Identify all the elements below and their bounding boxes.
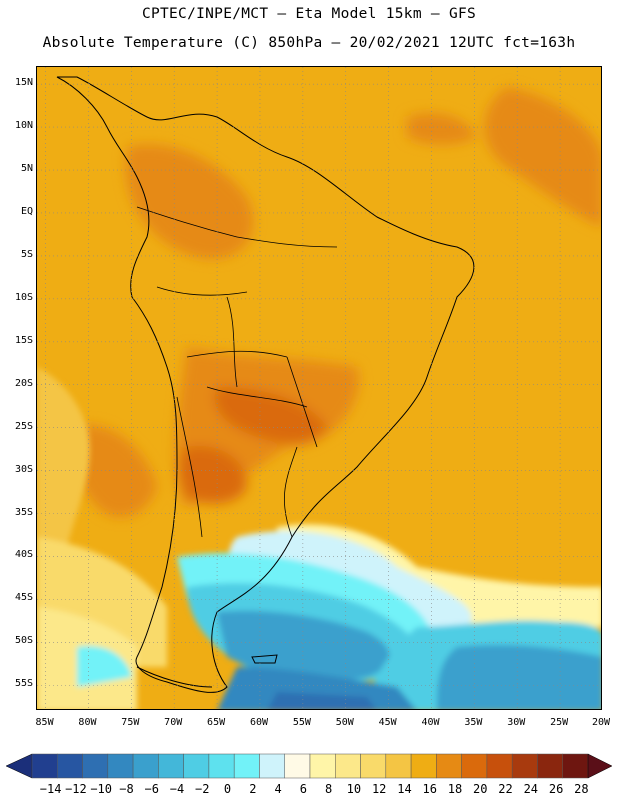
colorbar-swatch	[82, 753, 109, 779]
colorbar-tick-label: 20	[473, 782, 488, 796]
latitude-tick-label: 20S	[14, 377, 33, 389]
colorbar-swatch	[107, 753, 134, 779]
colorbar-tick-label: −12	[65, 782, 87, 796]
temperature-field-shading	[73, 87, 601, 518]
latitude-tick-label: 15S	[14, 334, 33, 346]
colorbar-tick-label: −8	[119, 782, 134, 796]
longitude-tick-label: 40W	[421, 717, 440, 728]
temperature-map	[36, 66, 602, 710]
colorbar-tick-label: 22	[498, 782, 513, 796]
gridlines	[37, 67, 601, 709]
colorbar-tick-label: −4	[169, 782, 185, 796]
colorbar-tick-label: 24	[523, 782, 539, 796]
longitude-tick-label: 80W	[78, 717, 97, 728]
colorbar-swatch	[309, 753, 336, 779]
longitude-tick-label: 75W	[121, 717, 140, 728]
colorbar-swatch	[158, 753, 184, 779]
colorbar-swatch	[511, 753, 538, 779]
colorbar-tick-label: 0	[223, 782, 232, 796]
latitude-tick-label: 30S	[14, 463, 33, 475]
longitude-tick-label: 25W	[550, 717, 569, 728]
colorbar-tick-label: 14	[397, 782, 412, 796]
cold-air-shading	[37, 367, 601, 709]
colorbar-tick-label: 18	[447, 782, 463, 796]
map-canvas	[37, 67, 601, 709]
latitude-tick-label: 50S	[14, 635, 33, 647]
latitude-tick-label: 40S	[14, 549, 33, 561]
colorbar-swatch	[537, 753, 563, 779]
colorbar-swatch	[335, 753, 361, 779]
colorbar-tick-label: 26	[548, 782, 564, 796]
latitude-tick-label: 45S	[14, 592, 33, 604]
longitude-tick-label: 85W	[35, 717, 54, 728]
colorbar-swatch	[183, 753, 210, 779]
latitude-tick-label: 25S	[14, 420, 33, 432]
colorbar-swatch	[486, 753, 513, 779]
latitude-tick-label: 10S	[14, 291, 33, 303]
colorbar-swatch	[132, 753, 159, 779]
colorbar-swatch	[410, 753, 437, 779]
colorbar-swatch	[360, 753, 387, 779]
latitude-tick-label: 10N	[14, 120, 33, 132]
colorbar-swatch	[284, 753, 311, 779]
latitude-tick-label: 15N	[14, 77, 33, 89]
colorbar-swatch	[562, 753, 589, 779]
colorbar-swatch	[385, 753, 412, 779]
latitude-tick-label: EQ	[20, 205, 33, 217]
colorbar-tick-label: 10	[346, 782, 362, 796]
latitude-tick-label: 35S	[14, 506, 33, 518]
longitude-tick-label: 30W	[507, 717, 526, 728]
colorbar-swatch	[57, 753, 83, 779]
longitude-tick-label: 55W	[292, 717, 311, 728]
colorbar-tick-label: −14	[39, 782, 62, 796]
colorbar-tick-label: −10	[90, 782, 113, 796]
colorbar-under-arrow	[5, 753, 33, 779]
colorbar-tick-label: 8	[325, 782, 333, 796]
colorbar-tick-label: 28	[574, 782, 589, 796]
colorbar-tick-label: −2	[195, 782, 210, 796]
colorbar-tick-label: 6	[299, 782, 307, 796]
map-title-line-2: Absolute Temperature (C) 850hPa – 20/02/…	[42, 35, 576, 51]
longitude-tick-label: 50W	[335, 717, 354, 728]
coastlines	[56, 76, 475, 693]
colorbar	[5, 753, 613, 779]
longitude-tick-label: 70W	[164, 717, 183, 728]
colorbar-tick-label: 12	[371, 782, 387, 796]
longitude-tick-label: 35W	[464, 717, 483, 728]
country-borders	[136, 206, 338, 538]
latitude-tick-label: 5N	[20, 163, 33, 175]
colorbar-swatch	[233, 753, 260, 779]
colorbar-swatch	[461, 753, 488, 779]
colorbar-tick-label: 16	[422, 782, 437, 796]
longitude-tick-label: 45W	[378, 717, 397, 728]
colorbar-tick-label: 4	[274, 782, 282, 796]
latitude-tick-label: 5S	[20, 248, 33, 260]
colorbar-over-arrow	[587, 753, 613, 779]
colorbar-swatch	[259, 753, 285, 779]
longitude-tick-label: 20W	[591, 717, 611, 728]
colorbar-swatch	[208, 753, 235, 779]
map-title-line-1: CPTEC/INPE/MCT – Eta Model 15km – GFS	[141, 6, 477, 22]
longitude-tick-label: 60W	[249, 717, 268, 728]
colorbar-tick-label: 2	[249, 782, 257, 796]
colorbar-swatch	[31, 753, 58, 779]
latitude-tick-label: 55S	[14, 678, 33, 690]
colorbar-tick-label: −6	[144, 782, 159, 796]
colorbar-swatch	[436, 753, 462, 779]
longitude-tick-label: 65W	[207, 717, 226, 728]
